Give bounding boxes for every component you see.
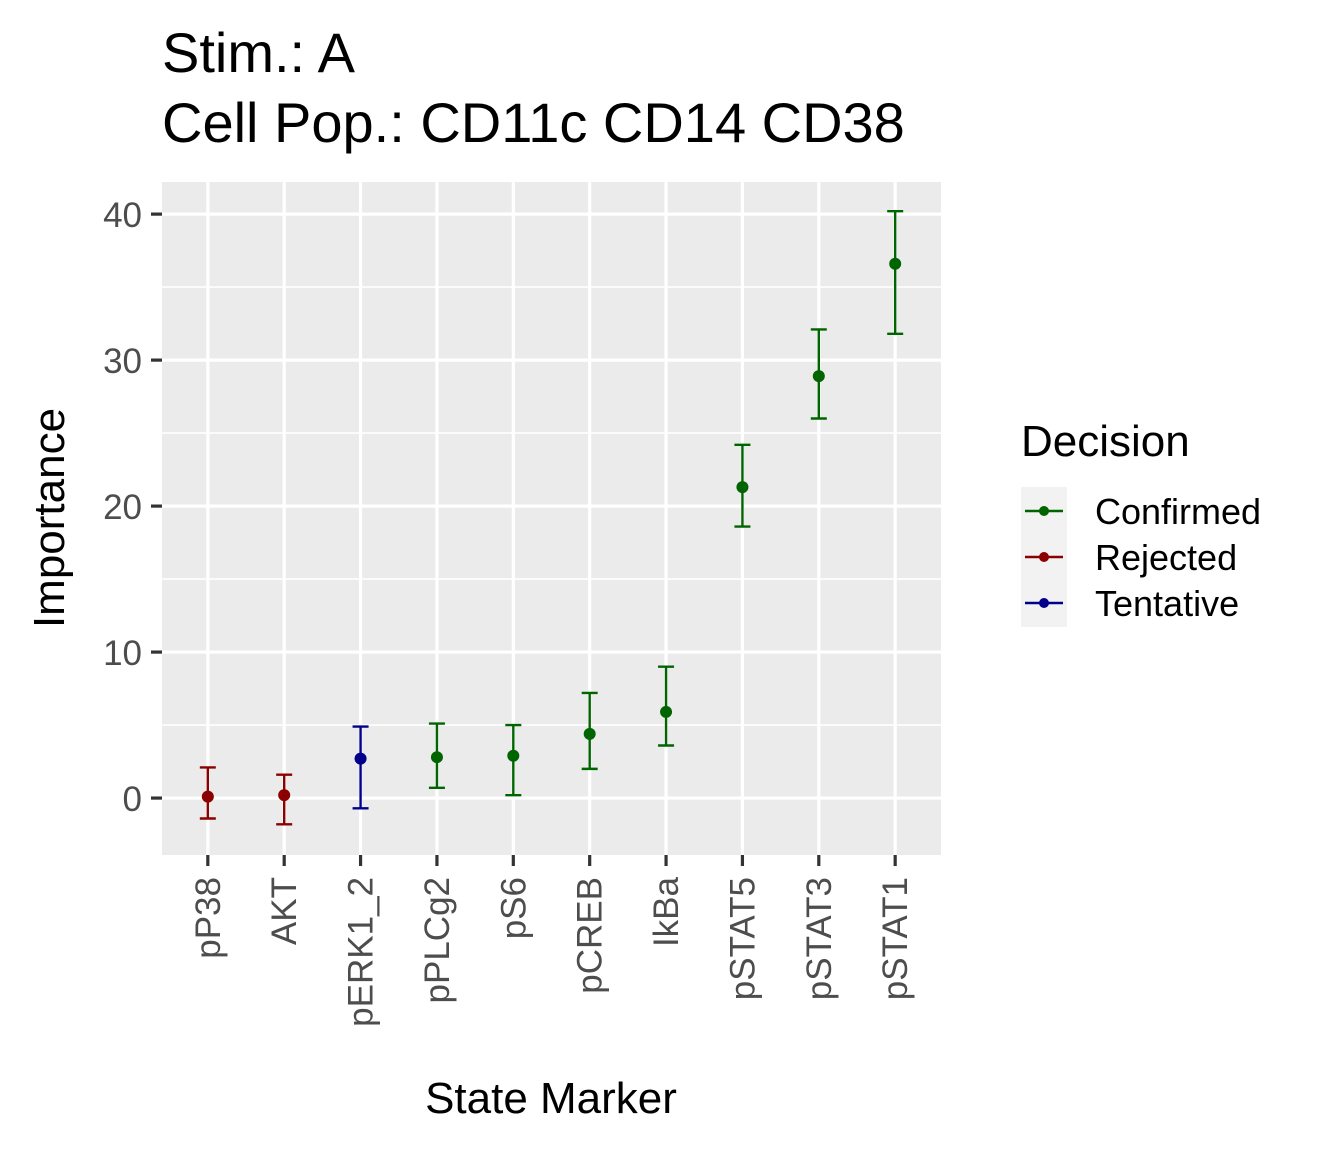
legend-title: Decision xyxy=(1021,417,1190,466)
legend-marker xyxy=(1039,506,1049,516)
point-marker xyxy=(812,370,825,383)
chart-title: Stim.: A Cell Pop.: CD11c CD14 CD38 xyxy=(162,21,905,154)
x-tick-label: IkBa xyxy=(647,876,686,947)
x-tick-label: pP38 xyxy=(189,877,228,959)
y-tick-label: 0 xyxy=(123,780,142,819)
x-tick-label: pSTAT1 xyxy=(876,877,915,1000)
point-marker xyxy=(354,752,367,765)
legend-entry-rejected: Rejected xyxy=(1025,537,1237,578)
x-tick-label: pSTAT3 xyxy=(800,877,839,1000)
legend-label: Rejected xyxy=(1095,537,1237,578)
x-tick-label: pS6 xyxy=(494,877,533,939)
x-tick-label: pPLCg2 xyxy=(418,877,457,1003)
point-marker xyxy=(201,790,214,803)
point-marker xyxy=(583,727,596,740)
y-tick-label: 30 xyxy=(103,342,142,381)
x-tick-label: pCREB xyxy=(571,877,610,994)
legend: Decision Confirmed Rejected Tentative xyxy=(1021,417,1261,627)
legend-label: Tentative xyxy=(1095,583,1239,624)
data-point-pPLCg2 xyxy=(428,722,445,790)
data-point-pCREB xyxy=(581,691,598,771)
data-point-pSTAT1 xyxy=(887,209,904,336)
legend-marker xyxy=(1039,598,1049,608)
y-tick-label: 20 xyxy=(103,488,142,527)
point-marker xyxy=(430,751,443,764)
x-axis-label: State Marker xyxy=(425,1074,677,1123)
data-point-IkBa xyxy=(658,665,675,747)
y-axis: 0 10 20 30 40 xyxy=(103,196,162,819)
legend-label: Confirmed xyxy=(1095,491,1261,532)
point-marker xyxy=(889,257,902,270)
data-point-pS6 xyxy=(505,723,522,797)
x-tick-label: AKT xyxy=(265,877,304,945)
x-tick-label: pSTAT5 xyxy=(723,877,762,1000)
data-point-pP38 xyxy=(199,766,216,820)
point-marker xyxy=(278,789,291,802)
data-point-pSTAT3 xyxy=(810,328,827,420)
data-marks xyxy=(199,209,904,826)
legend-entries: Confirmed Rejected Tentative xyxy=(1025,491,1261,624)
data-point-pERK1_2 xyxy=(352,725,369,810)
chart-title-line-2: Cell Pop.: CD11c CD14 CD38 xyxy=(162,91,905,154)
x-axis: pP38 AKT pERK1_2 pPLCg2 pS6 pCREB IkBa pSTAT5 pS… xyxy=(189,855,915,1027)
legend-entry-tentative: Tentative xyxy=(1025,583,1239,624)
chart-title-line-1: Stim.: A xyxy=(162,21,356,84)
data-point-pSTAT5 xyxy=(734,443,751,528)
legend-marker xyxy=(1039,552,1049,562)
y-tick-label: 40 xyxy=(103,196,142,235)
legend-entry-confirmed: Confirmed xyxy=(1025,491,1261,532)
point-marker xyxy=(507,749,520,762)
grid-minor xyxy=(162,286,941,726)
plot-panel xyxy=(162,182,941,855)
y-tick-label: 10 xyxy=(103,634,142,673)
point-marker xyxy=(736,481,749,494)
x-tick-label: pERK1_2 xyxy=(342,877,381,1027)
y-axis-label: Importance xyxy=(25,408,74,628)
point-marker xyxy=(660,705,673,718)
data-point-AKT xyxy=(276,773,293,826)
